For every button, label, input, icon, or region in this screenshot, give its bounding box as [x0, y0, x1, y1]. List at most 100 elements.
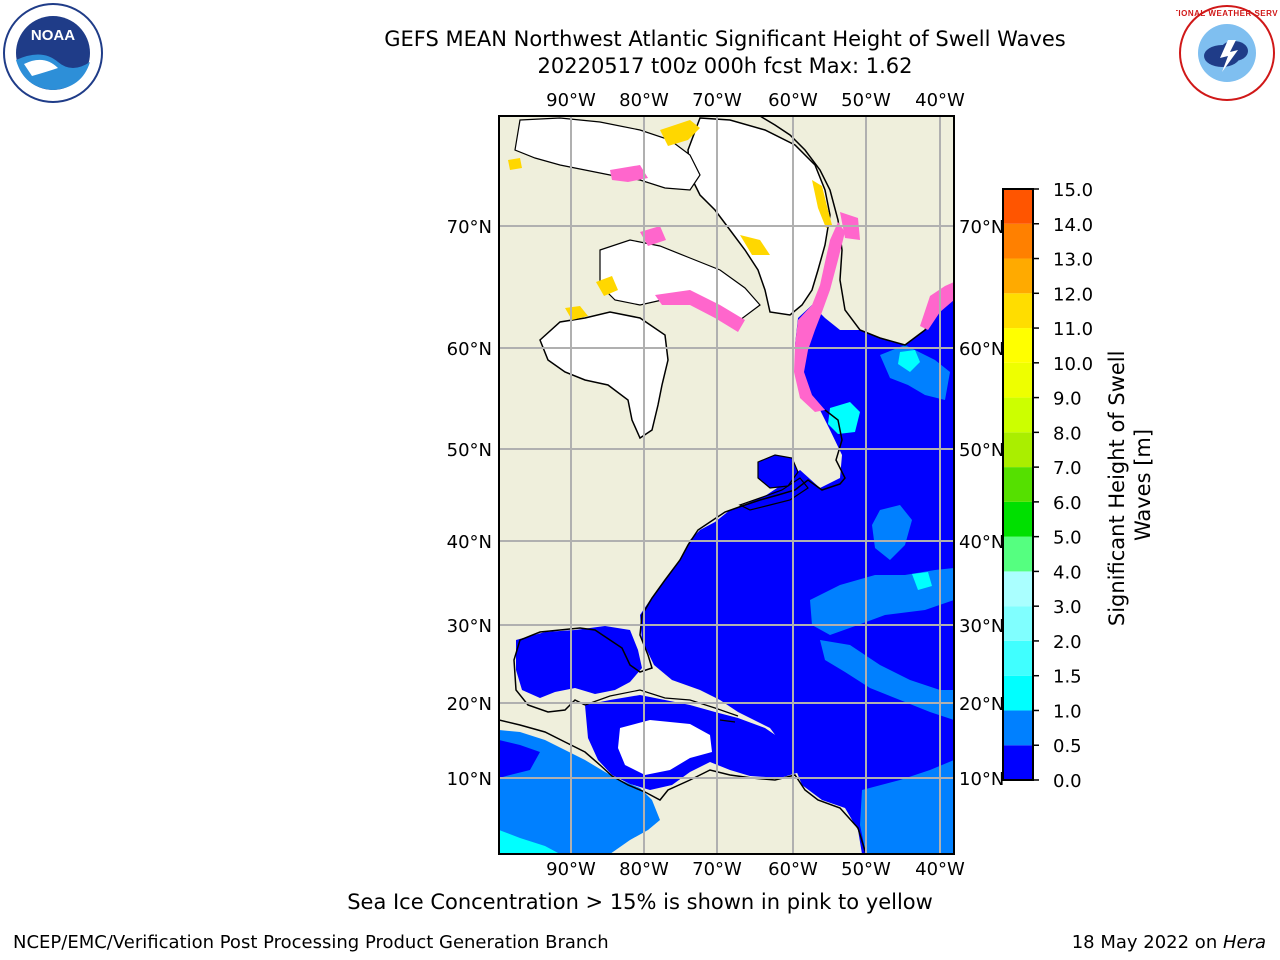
lat-label: 50°N — [959, 440, 1004, 461]
lon-label: 60°W — [768, 90, 818, 111]
colorbar-tick-label: 1.0 — [1053, 701, 1082, 722]
lat-labels-left: 70°N 60°N 50°N 40°N 30°N 20°N 10°N — [447, 217, 492, 790]
nova-scotia-coastline — [738, 477, 809, 511]
lat-label: 40°N — [447, 532, 492, 553]
colorbar-bin — [1003, 293, 1033, 329]
noaa-logo-text: NOAA — [31, 27, 75, 44]
colorbar-tick-label: 11.0 — [1053, 319, 1093, 340]
lon-label: 70°W — [692, 90, 742, 111]
atlantic-ocean — [640, 296, 954, 854]
lat-label: 20°N — [447, 694, 492, 715]
colorbar-tick-label: 0.5 — [1053, 736, 1082, 757]
sea-ice-note: Sea Ice Concentration > 15% is shown in … — [347, 890, 933, 914]
swell-patch-southwest — [820, 640, 954, 720]
colorbar-bin — [1003, 640, 1033, 676]
footer-date: 18 May 2022 on Hera — [1071, 932, 1266, 953]
chart-subtitle: 20220517 t00z 000h fcst Max: 1.62 — [537, 54, 913, 78]
lon-label: 80°W — [619, 859, 669, 880]
lon-labels-top: 90°W 80°W 70°W 60°W 50°W 40°W — [546, 90, 965, 111]
swell-patch-greenland — [898, 350, 920, 372]
lon-label: 50°W — [841, 859, 891, 880]
arctic-channels — [514, 117, 701, 191]
colorbar-tick-label: 10.0 — [1053, 354, 1093, 375]
lat-label: 70°N — [959, 217, 1004, 238]
footer-credit: NCEP/EMC/Verification Post Processing Pr… — [13, 932, 609, 953]
pacific-ocean-south — [499, 830, 560, 854]
colorbar-bin — [1003, 397, 1033, 433]
lat-label: 30°N — [959, 616, 1004, 637]
colorbar-bin — [1003, 467, 1033, 502]
lat-label: 40°N — [959, 532, 1004, 553]
lon-label: 90°W — [546, 859, 596, 880]
baffin-bay — [687, 117, 831, 316]
colorbar-tick-label: 6.0 — [1053, 493, 1082, 514]
swell-patch-labrador — [828, 402, 860, 434]
colorbar-ticks: 0.0 0.5 1.0 1.5 2.0 3.0 4.0 5.0 6.0 7.0 8.0 9.0 10.0… — [1033, 180, 1093, 792]
colorbar-bin — [1003, 432, 1033, 468]
lat-label: 10°N — [447, 769, 492, 790]
caribbean-islands-coastline — [584, 689, 739, 723]
colorbar-tick-label: 3.0 — [1053, 597, 1082, 618]
lon-label: 40°W — [915, 859, 965, 880]
lon-label: 50°W — [841, 90, 891, 111]
colorbar-tick-label: 14.0 — [1053, 215, 1093, 236]
colorbar-bin — [1003, 745, 1033, 780]
colorbar-tick-label: 8.0 — [1053, 423, 1082, 444]
north-america-coastline — [513, 409, 846, 713]
colorbar-tick-label: 15.0 — [1053, 180, 1093, 201]
colorbar-tick-label: 5.0 — [1053, 528, 1082, 549]
colorbar-bin — [1003, 675, 1033, 711]
swell-patch-south — [860, 760, 954, 854]
colorbar-bin — [1003, 536, 1033, 572]
noaa-logo: NOAA — [3, 3, 103, 103]
caribbean-land-mask — [618, 720, 712, 775]
swell-patch-east — [872, 505, 912, 560]
colorbar-tick-label: 0.0 — [1053, 771, 1082, 792]
pacific-ocean-deep — [499, 740, 540, 778]
colorbar-bin — [1003, 606, 1033, 641]
colorbar-bin — [1003, 571, 1033, 607]
colorbar-tick-label: 13.0 — [1053, 250, 1093, 271]
lon-label: 40°W — [915, 90, 965, 111]
colorbar-tick-label: 4.0 — [1053, 562, 1082, 583]
colorbar-bin — [1003, 258, 1033, 294]
lon-label: 60°W — [768, 859, 818, 880]
graticule — [499, 116, 954, 854]
lon-label: 90°W — [546, 90, 596, 111]
colorbar-tick-label: 1.5 — [1053, 667, 1082, 688]
colorbar-bin — [1003, 501, 1033, 537]
colorbar-frame — [1002, 188, 1034, 781]
central-america-coastline — [499, 719, 867, 854]
map-area — [499, 116, 954, 854]
chart-title: GEFS MEAN Northwest Atlantic Significant… — [384, 27, 1066, 51]
colorbar-bin — [1003, 223, 1033, 259]
lat-labels-right: 70°N 60°N 50°N 40°N 30°N 20°N 10°N — [959, 217, 1004, 790]
colorbar-label: Significant Height of Swell Waves [m] — [1105, 344, 1155, 626]
colorbar-bin — [1003, 328, 1033, 363]
sea-ice — [508, 120, 954, 412]
lat-label: 20°N — [959, 694, 1004, 715]
swell-patch-north — [880, 345, 950, 400]
colorbar-tick-label: 2.0 — [1053, 632, 1082, 653]
colorbar-tick-label: 7.0 — [1053, 458, 1082, 479]
colorbar-bin — [1003, 710, 1033, 746]
nws-logo-text: NATIONAL WEATHER SERVICE — [1176, 9, 1278, 18]
lon-label: 70°W — [692, 859, 742, 880]
gulf-of-mexico — [516, 626, 642, 698]
lat-label: 60°N — [959, 339, 1004, 360]
lat-label: 30°N — [447, 616, 492, 637]
lat-label: 70°N — [447, 217, 492, 238]
colorbar-bin — [1003, 362, 1033, 398]
lat-label: 50°N — [447, 440, 492, 461]
swell-patch-midatlantic — [912, 572, 932, 590]
colorbar-tick-label: 12.0 — [1053, 284, 1093, 305]
colorbar-bin — [1003, 189, 1033, 224]
lat-label: 60°N — [447, 339, 492, 360]
lat-label: 10°N — [959, 769, 1004, 790]
lon-label: 80°W — [619, 90, 669, 111]
colorbar — [1002, 188, 1034, 781]
map-frame — [498, 115, 955, 855]
nws-logo: NATIONAL WEATHER SERVICE — [1176, 4, 1278, 102]
pacific-ocean — [499, 730, 660, 854]
